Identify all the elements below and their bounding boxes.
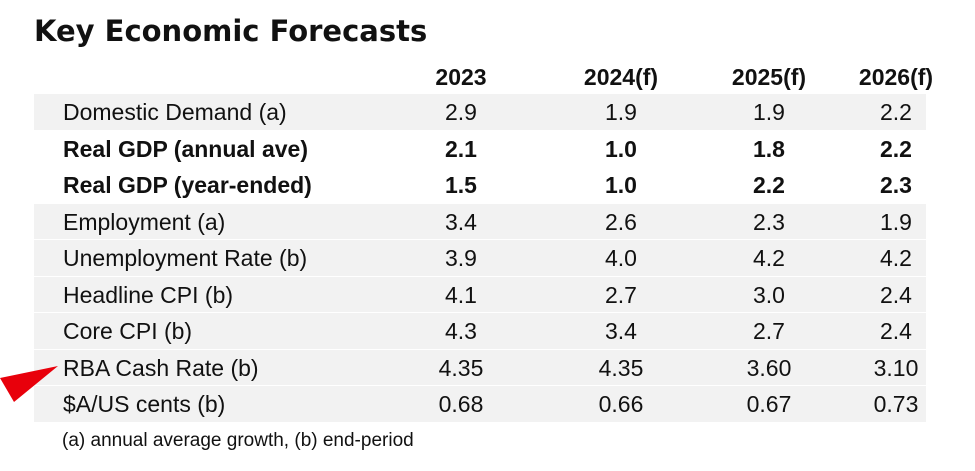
table-cell: 0.68 xyxy=(438,391,484,417)
page-title: Key Economic Forecasts xyxy=(34,14,428,48)
table-cell: 3.4 xyxy=(445,208,477,235)
row-label: Domestic Demand (a) xyxy=(63,99,287,125)
table-header: 2023 2024(f) 2025(f) 2026(f) xyxy=(34,62,933,92)
table-cell: 4.2 xyxy=(880,245,912,271)
row-label: $A/US cents (b) xyxy=(63,391,226,417)
column-header-2024f: 2024(f) xyxy=(583,64,659,90)
footnote: (a) annual average growth, (b) end-perio… xyxy=(62,430,414,451)
table-cell: 4.0 xyxy=(605,245,637,271)
table-cell: 3.0 xyxy=(753,281,785,308)
table-cell: 2.2 xyxy=(753,172,785,198)
row-label: Real GDP (year-ended) xyxy=(63,172,312,198)
table-row: Core CPI (b) 4.3 3.4 2.7 2.4 xyxy=(34,313,926,350)
row-label: RBA Cash Rate (b) xyxy=(63,354,259,381)
table-cell: 2.3 xyxy=(880,172,912,198)
table-cell: 1.9 xyxy=(880,208,912,235)
table-cell: 2.3 xyxy=(753,208,785,235)
table-cell: 3.9 xyxy=(445,245,477,271)
table-cell: 0.73 xyxy=(873,391,919,417)
red-pointer-arrow-icon xyxy=(0,366,58,402)
table-cell: 2.2 xyxy=(880,135,912,162)
table-cell: 4.2 xyxy=(753,245,785,271)
table-row: Real GDP (annual ave) 2.1 1.0 1.8 2.2 xyxy=(34,130,926,167)
table-row: Employment (a) 3.4 2.6 2.3 1.9 xyxy=(34,203,926,240)
table-cell: 2.6 xyxy=(605,208,637,235)
table-cell: 1.8 xyxy=(753,135,785,162)
row-label: Unemployment Rate (b) xyxy=(63,245,308,271)
table-cell: 1.0 xyxy=(605,172,637,198)
table-cell: 2.9 xyxy=(445,99,477,125)
table-cell: 2.4 xyxy=(880,281,912,308)
table-cell: 1.9 xyxy=(753,99,785,125)
column-header-2023: 2023 xyxy=(435,64,487,90)
table-cell: 2.7 xyxy=(753,318,785,344)
table-row: Domestic Demand (a) 2.9 1.9 1.9 2.2 xyxy=(34,94,926,131)
table-cell: 4.3 xyxy=(445,318,477,344)
table-cell: 3.4 xyxy=(605,318,637,344)
table-cell: 3.60 xyxy=(746,354,792,381)
table-cell: 1.0 xyxy=(605,135,637,162)
row-label: Real GDP (annual ave) xyxy=(63,135,308,162)
table-cell: 2.2 xyxy=(880,99,912,125)
column-header-2026f: 2026(f) xyxy=(858,64,934,90)
table-cell: 1.5 xyxy=(445,172,477,198)
forecast-table: Domestic Demand (a) 2.9 1.9 1.9 2.2 Real… xyxy=(34,94,926,423)
table-row: RBA Cash Rate (b) 4.35 4.35 3.60 3.10 xyxy=(34,349,926,386)
column-header-2025f: 2025(f) xyxy=(731,64,807,90)
table-cell: 2.1 xyxy=(445,135,477,162)
table-cell: 2.7 xyxy=(605,281,637,308)
table-cell: 0.67 xyxy=(746,391,792,417)
table-row: Unemployment Rate (b) 3.9 4.0 4.2 4.2 xyxy=(34,240,926,277)
row-label: Headline CPI (b) xyxy=(63,281,234,308)
table-cell: 3.10 xyxy=(873,354,919,381)
row-label: Core CPI (b) xyxy=(63,318,193,344)
table-row: $A/US cents (b) 0.68 0.66 0.67 0.73 xyxy=(34,386,926,423)
table-cell: 0.66 xyxy=(598,391,644,417)
table-row: Headline CPI (b) 4.1 2.7 3.0 2.4 xyxy=(34,276,926,313)
table-cell: 4.35 xyxy=(438,354,484,381)
row-label: Employment (a) xyxy=(63,208,226,235)
table-cell: 1.9 xyxy=(605,99,637,125)
table-cell: 2.4 xyxy=(880,318,912,344)
table-cell: 4.35 xyxy=(598,354,644,381)
table-row: Real GDP (year-ended) 1.5 1.0 2.2 2.3 xyxy=(34,167,926,204)
table-cell: 4.1 xyxy=(445,281,477,308)
